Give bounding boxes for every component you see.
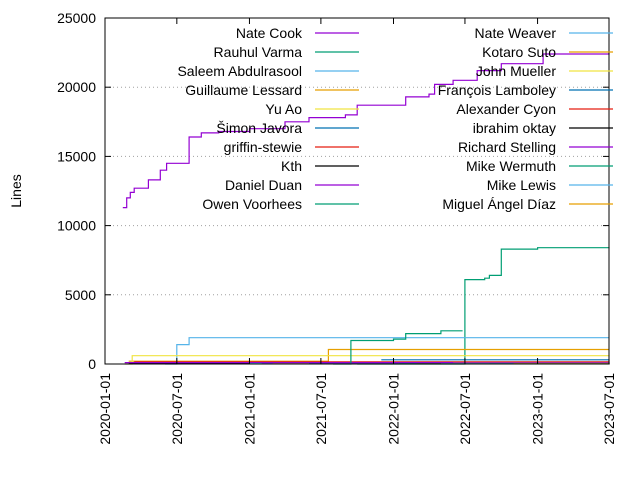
legend-label: griffin-stewie xyxy=(224,139,303,155)
plot-frame xyxy=(104,17,610,365)
legend-label: Rauhul Varma xyxy=(214,44,303,60)
y-tick-label: 25000 xyxy=(57,10,96,26)
x-tick-label: 2022-07-01 xyxy=(457,373,473,445)
series-line-6 xyxy=(381,359,610,361)
legend-label: Nate Weaver xyxy=(475,25,557,41)
y-tick-label: 15000 xyxy=(57,148,96,164)
legend-label: François Lamboley xyxy=(438,82,556,98)
legend-label: Mike Wermuth xyxy=(466,158,556,174)
legend-layer: Nate Cook Rauhul Varma Saleem Abdulrasool G… xyxy=(177,25,613,212)
series-line-4 xyxy=(128,348,609,362)
x-tick-label: 2020-07-01 xyxy=(169,373,185,445)
legend-label: Guillaume Lessard xyxy=(185,82,302,98)
legend-label: Nate Cook xyxy=(236,25,303,41)
legend-label: Šimon Javora xyxy=(216,120,302,136)
legend-label: John Mueller xyxy=(476,63,556,79)
legend-label: Miguel Ángel Díaz xyxy=(442,196,556,212)
legend-label: Richard Stelling xyxy=(458,139,556,155)
y-tick-label: 20000 xyxy=(57,79,96,95)
axis-layer: 0 5000 10000 15000 20000 25000 2020-01-01 2020-… xyxy=(57,10,617,445)
x-tick-label: 2020-01-01 xyxy=(97,373,113,445)
x-tick-label: 2023-07-01 xyxy=(601,373,617,445)
y-tick-label: 5000 xyxy=(65,287,96,303)
legend-label: Alexander Cyon xyxy=(456,101,556,117)
legend-label: ibrahim oktay xyxy=(473,120,556,136)
legend-label: Owen Voorhees xyxy=(202,196,302,212)
legend-label: Mike Lewis xyxy=(487,177,556,193)
series-line-10 xyxy=(333,330,463,365)
x-tick-label: 2021-07-01 xyxy=(313,373,329,445)
legend-label: Yu Ao xyxy=(265,101,302,117)
legend-label: Saleem Abdulrasool xyxy=(177,63,302,79)
x-tick-label: 2022-01-01 xyxy=(386,373,402,445)
series-line-2 xyxy=(357,247,610,365)
x-tick-label: 2023-01-01 xyxy=(530,373,546,445)
series-line-9 xyxy=(124,362,610,364)
x-tick-label: 2021-01-01 xyxy=(241,373,257,445)
y-tick-label: 0 xyxy=(88,356,96,372)
y-tick-label: 10000 xyxy=(57,218,96,234)
legend-label: Kotaro Suto xyxy=(482,44,556,60)
y-axis-label: Lines xyxy=(8,174,24,207)
legend-label: Kth xyxy=(281,158,302,174)
series-line-1 xyxy=(122,52,610,209)
legend-label: Daniel Duan xyxy=(225,177,302,193)
